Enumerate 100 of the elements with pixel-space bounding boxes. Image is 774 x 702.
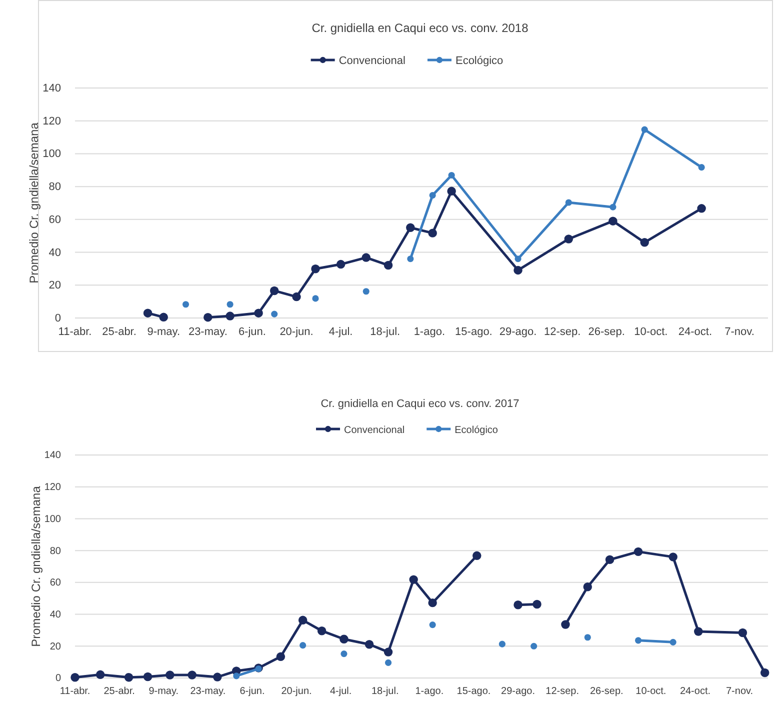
point <box>608 216 618 226</box>
x-tick-label: 25-abr. <box>102 326 136 338</box>
point <box>188 670 196 680</box>
point <box>514 266 522 275</box>
point <box>362 253 370 262</box>
point <box>428 598 437 608</box>
x-tick-label: 4-jul. <box>328 326 353 338</box>
y-tick-label: 120 <box>44 482 62 494</box>
point <box>204 312 212 322</box>
point <box>311 264 320 274</box>
y-tick-label: 100 <box>42 148 61 160</box>
x-tick-label: 25-abr. <box>104 686 135 698</box>
y-tick-label: 20 <box>50 641 62 652</box>
point <box>317 626 326 636</box>
point <box>429 622 436 628</box>
y-tick-label: 60 <box>50 578 62 589</box>
y-tick-label: 20 <box>48 280 61 292</box>
point <box>159 312 168 322</box>
point <box>336 260 346 269</box>
y-tick-label: 140 <box>42 82 61 95</box>
point <box>362 288 370 295</box>
point <box>634 547 643 556</box>
x-tick-label: 26-sep. <box>590 686 624 698</box>
point <box>407 256 414 262</box>
x-tick-label: 15-ago. <box>455 326 492 338</box>
point <box>447 186 456 196</box>
point <box>670 638 676 646</box>
point <box>429 192 436 199</box>
point <box>312 295 319 302</box>
point <box>564 234 574 244</box>
point <box>276 652 286 662</box>
x-tick-label: 12-sep. <box>546 686 579 698</box>
legend-label: Convencional <box>338 55 406 67</box>
point <box>143 672 152 682</box>
x-tick-label: 18-jul. <box>371 686 399 698</box>
chart-title: Cr. gnidiella en Caqui eco vs. conv. 2017 <box>320 398 520 410</box>
x-tick-label: 23-may. <box>190 686 226 698</box>
point <box>364 640 374 649</box>
point <box>530 642 538 650</box>
point <box>428 228 437 238</box>
point <box>694 627 703 636</box>
point <box>406 223 415 232</box>
point <box>166 670 174 680</box>
x-tick-label: 29-ago. <box>499 326 537 338</box>
y-axis-title: Promedio Cr. gndiella/semana <box>29 486 43 647</box>
point <box>760 668 770 678</box>
x-tick-label: 11-abr. <box>58 326 92 338</box>
x-tick-label: 1-ago. <box>414 326 446 338</box>
chart-title: Cr. gnidiella en Caqui eco vs. conv. 2018 <box>312 21 529 35</box>
y-tick-label: 0 <box>54 312 61 325</box>
point <box>738 628 748 638</box>
x-tick-label: 9-may. <box>148 686 179 698</box>
point <box>213 672 222 682</box>
point <box>561 620 570 629</box>
point <box>271 310 278 318</box>
x-tick-label: 18-jul. <box>370 326 400 338</box>
y-tick-label: 0 <box>55 673 62 684</box>
point <box>233 672 240 680</box>
point <box>514 600 522 610</box>
x-tick-label: 20-jun. <box>280 326 314 338</box>
point <box>583 582 592 592</box>
x-tick-label: 12-sep. <box>544 326 581 338</box>
y-tick-label: 60 <box>48 214 61 226</box>
point <box>182 301 190 308</box>
x-tick-label: 29-ago. <box>501 686 535 698</box>
y-tick-label: 140 <box>44 450 62 462</box>
point <box>641 126 648 133</box>
y-tick-label: 40 <box>50 609 62 620</box>
point <box>124 673 134 682</box>
point <box>384 260 393 270</box>
x-tick-label: 26-sep. <box>588 326 625 338</box>
point <box>514 256 522 262</box>
point <box>698 164 705 171</box>
point <box>96 670 105 680</box>
x-tick-label: 24-oct. <box>678 326 712 338</box>
point <box>532 600 542 609</box>
legend-label: Convencional <box>344 425 405 436</box>
point <box>70 673 80 682</box>
y-tick-label: 80 <box>50 546 62 557</box>
point <box>610 204 616 210</box>
legend-label: Ecológico <box>454 425 498 436</box>
point <box>340 634 348 644</box>
y-tick-label: 100 <box>44 514 62 525</box>
point <box>384 659 392 666</box>
y-tick-label: 40 <box>48 246 61 259</box>
x-tick-label: 10-oct. <box>636 686 666 698</box>
y-axis-title: Promedio Cr. gndiella/semana <box>27 122 41 284</box>
x-tick-label: 10-oct. <box>634 326 668 338</box>
legend-label: Ecológico <box>455 55 504 67</box>
point <box>472 551 482 560</box>
point <box>298 616 308 625</box>
point <box>226 301 234 308</box>
x-tick-label: 11-abr. <box>60 686 90 698</box>
point <box>270 286 279 296</box>
x-tick-label: 4-jul. <box>330 686 352 698</box>
point <box>584 634 591 641</box>
point <box>668 552 678 562</box>
point <box>640 238 649 247</box>
point <box>498 640 506 648</box>
point <box>634 637 642 644</box>
